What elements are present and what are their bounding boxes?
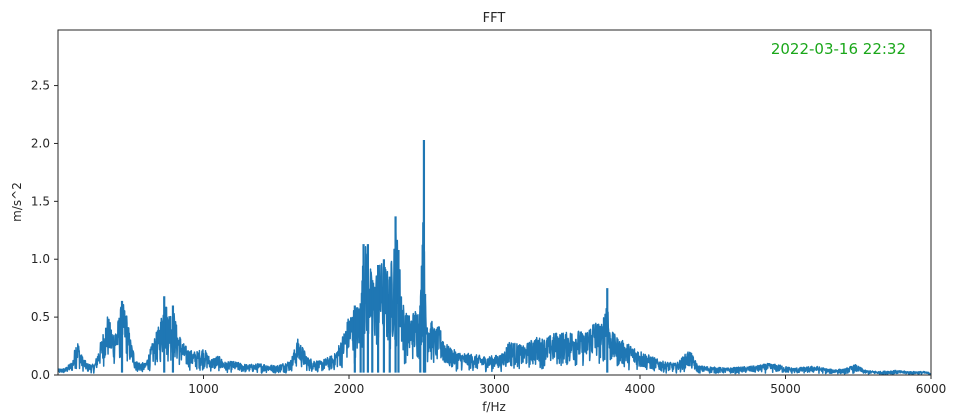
x-tick-label: 4000 bbox=[625, 382, 656, 396]
y-tick-label: 0.0 bbox=[31, 368, 50, 382]
x-tick-label: 5000 bbox=[770, 382, 801, 396]
y-tick-label: 1.5 bbox=[31, 194, 50, 208]
x-axis-label: f/Hz bbox=[482, 400, 506, 413]
x-tick-label: 6000 bbox=[916, 382, 947, 396]
y-tick-label: 2.0 bbox=[31, 136, 50, 150]
x-tick-label: 3000 bbox=[479, 382, 510, 396]
chart-title: FFT bbox=[483, 11, 506, 26]
y-axis-label: m/s^2 bbox=[10, 182, 24, 222]
timestamp-annotation: 2022-03-16 22:32 bbox=[771, 40, 906, 58]
axes-frame bbox=[57, 29, 932, 376]
y-tick-label: 1.0 bbox=[31, 252, 50, 266]
x-tick-label: 1000 bbox=[188, 382, 219, 396]
plot-area: 1000 2000 3000 4000 5000 6000 0.0 0.5 1.0 1.5 2.0 2… bbox=[31, 29, 947, 396]
x-tick-label: 2000 bbox=[334, 382, 365, 396]
y-tick-label: 2.5 bbox=[31, 79, 50, 93]
series-line-0 bbox=[58, 152, 931, 375]
y-tick-label: 0.5 bbox=[31, 310, 50, 324]
